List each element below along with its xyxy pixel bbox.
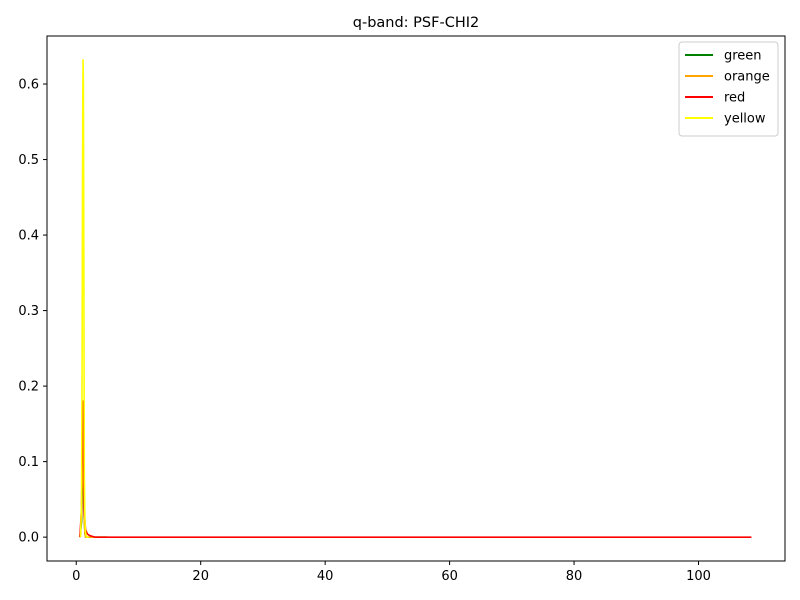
x-tick-label: 20: [192, 569, 209, 584]
series-line-red: [79, 400, 752, 538]
y-tick-label: 0.4: [18, 229, 39, 244]
series-line-yellow: [79, 59, 89, 538]
plot-frame: [46, 35, 786, 562]
axis-ticks: 0 20 40 60 80 100 0.0 0.1 0.2 0.3 0.4 0.5 0.6: [18, 78, 711, 584]
y-tick-label: 0.1: [18, 455, 39, 470]
y-tick-label: 0.2: [18, 380, 39, 395]
y-tick-label: 0.3: [18, 304, 39, 319]
y-tick-label: 0.0: [18, 531, 39, 546]
x-tick-label: 0: [72, 569, 80, 584]
y-tick-label: 0.5: [18, 153, 39, 168]
x-tick-label: 60: [441, 569, 458, 584]
series-layer: [79, 59, 752, 538]
legend: green orange red yellow: [678, 41, 779, 137]
legend-label-green: green: [724, 49, 762, 64]
x-tick-label: 40: [317, 569, 334, 584]
legend-label-yellow: yellow: [724, 112, 766, 127]
x-tick-label: 80: [566, 569, 583, 584]
chart-title: q-band: PSF-CHI2: [353, 15, 479, 31]
y-tick-label: 0.6: [18, 78, 39, 93]
x-tick-label: 100: [686, 569, 711, 584]
legend-box: [678, 41, 779, 137]
legend-label-orange: orange: [724, 70, 770, 85]
legend-label-red: red: [724, 91, 745, 106]
